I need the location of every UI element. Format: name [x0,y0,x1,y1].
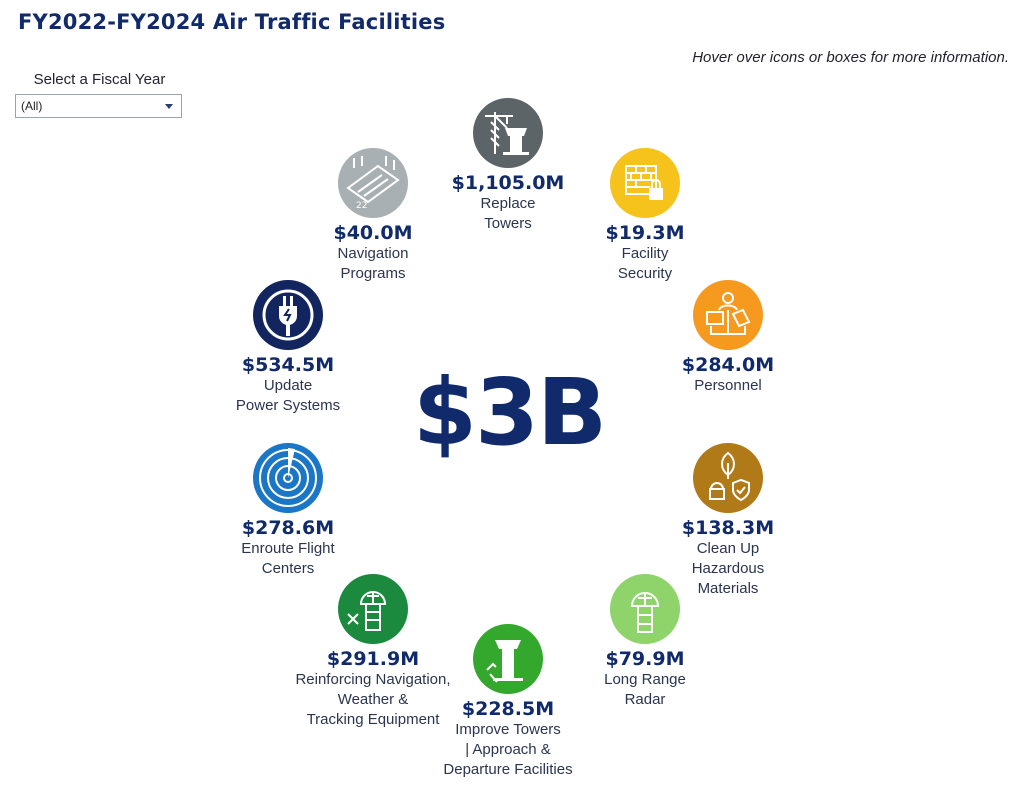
brick-wall-lock-icon[interactable] [610,148,680,218]
item-amount: $534.5M [241,354,335,376]
svg-text:22: 22 [356,201,367,211]
item-label: Long Range Radar [604,671,686,708]
fiscal-year-dropdown[interactable]: (All) [15,94,182,118]
item-label: Update Power Systems [235,377,341,414]
radome-icon[interactable] [610,574,680,644]
chevron-down-icon[interactable] [165,104,173,109]
fiscal-year-label: Select a Fiscal Year [33,71,166,88]
hover-hint: Hover over icons or boxes for more infor… [692,49,1009,66]
item-amount: $1,105.0M [451,172,565,194]
item-label: Reinforcing Navigation, Weather & Tracki… [295,671,451,728]
item-long-range-radar[interactable]: $79.9M Long Range Radar [550,574,740,710]
total-amount: $3B [413,359,607,466]
radar-sweep-icon[interactable] [253,443,323,513]
item-facility-security[interactable]: $19.3M Facility Security [550,148,740,284]
item-reinforcing-navigation[interactable]: $291.9M Reinforcing Navigation, Weather … [278,574,468,730]
item-personnel[interactable]: $284.0M Personnel [633,280,823,396]
item-amount: $19.3M [605,222,685,244]
item-clean-up-hazardous-materials[interactable]: $138.3M Clean Up Hazardous Materials [633,443,823,599]
item-replace-towers[interactable]: $1,105.0M Replace Towers [413,98,603,234]
item-amount: $284.0M [681,354,775,376]
item-navigation-programs[interactable]: 22 $40.0M Navigation Programs [278,148,468,284]
item-amount: $228.5M [461,698,555,720]
item-amount: $40.0M [333,222,413,244]
fiscal-year-value: (All) [21,99,43,113]
item-label: Navigation Programs [337,245,409,282]
tower-construction-icon[interactable] [473,624,543,694]
item-label: Replace Towers [480,195,536,232]
item-label: Facility Security [617,245,673,282]
radome-tools-icon[interactable] [338,574,408,644]
item-amount: $138.3M [681,517,775,539]
runway-icon[interactable]: 22 [338,148,408,218]
item-improve-towers[interactable]: $228.5M Improve Towers | Approach & Depa… [413,624,603,780]
power-plug-icon[interactable] [253,280,323,350]
environment-shield-icon[interactable] [693,443,763,513]
item-update-power-systems[interactable]: $534.5M Update Power Systems [193,280,383,416]
item-enroute-flight-centers[interactable]: $278.6M Enroute Flight Centers [193,443,383,579]
personnel-icon[interactable] [693,280,763,350]
page-title: FY2022-FY2024 Air Traffic Facilities [18,10,446,34]
item-amount: $291.9M [326,648,420,670]
item-label: Improve Towers | Approach & Departure Fa… [443,721,573,778]
item-label: Enroute Flight Centers [241,540,335,577]
control-tower-crane-icon[interactable] [473,98,543,168]
item-label: Clean Up Hazardous Materials [691,540,765,597]
item-label: Personnel [694,377,762,394]
item-amount: $79.9M [605,648,685,670]
item-amount: $278.6M [241,517,335,539]
